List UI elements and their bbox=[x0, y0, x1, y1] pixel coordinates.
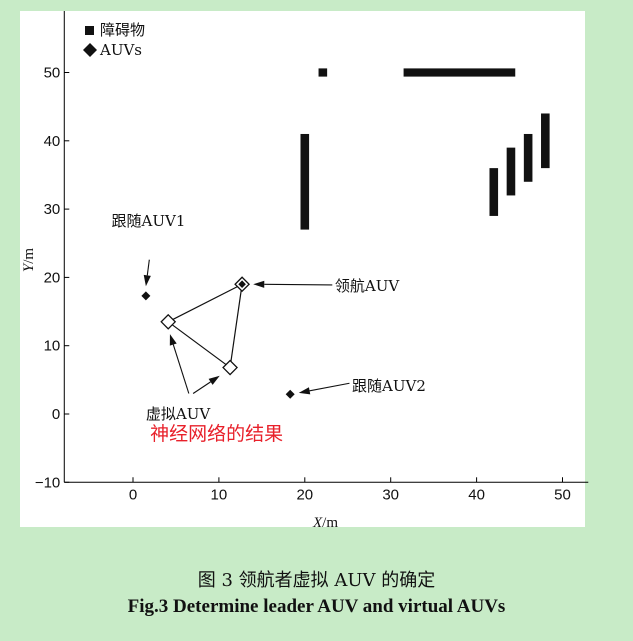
x-axis-var: X bbox=[312, 515, 323, 531]
x-tick-label: 20 bbox=[296, 486, 313, 503]
x-tick-label: 50 bbox=[554, 486, 571, 503]
y-tick-label: 40 bbox=[44, 133, 61, 150]
y-tick-label: 50 bbox=[44, 65, 61, 82]
y-axis-title: Y/m bbox=[21, 248, 37, 273]
y-tick-label: 10 bbox=[44, 338, 61, 355]
annotation-arrow-line bbox=[309, 382, 350, 392]
annotation-arrow-line bbox=[146, 259, 150, 276]
follower-auv-marker bbox=[285, 389, 295, 399]
annotation-arrow-line bbox=[192, 381, 211, 394]
legend-label-auvs: AUVs bbox=[99, 41, 142, 59]
plot-area: 0 10 20 30 40 50 −10 0 10 20 30 40 50 跟随AUV1 领航AUV 跟随AU… bbox=[35, 11, 589, 503]
leader-auv-marker-core bbox=[238, 280, 246, 289]
obstacle-block bbox=[318, 68, 328, 77]
x-tick-label: 10 bbox=[211, 486, 228, 503]
figure-caption-english: Fig.3 Determine leader AUV and virtual A… bbox=[127, 596, 506, 617]
legend: 障碍物 AUVs bbox=[83, 21, 145, 59]
obstacle-block bbox=[541, 113, 550, 169]
y-tick-label: 0 bbox=[52, 406, 60, 423]
chart-panel bbox=[20, 11, 585, 527]
legend-diamond-marker bbox=[83, 43, 97, 57]
obstacle-block bbox=[403, 68, 516, 77]
annotation-label: 领航AUV bbox=[335, 277, 400, 295]
legend-square-marker bbox=[85, 26, 94, 35]
annotation-arrowhead bbox=[169, 334, 177, 346]
annotation-arrowhead bbox=[143, 274, 151, 287]
virtual-auv-marker bbox=[222, 359, 238, 376]
figure-caption-chinese: 图 3 领航者虚拟 AUV 的确定 bbox=[197, 570, 436, 591]
virtual-auv-marker bbox=[160, 313, 177, 330]
obstacle-block bbox=[506, 147, 516, 196]
x-axis-unit: /m bbox=[322, 515, 338, 531]
formation-edge bbox=[167, 321, 231, 369]
annotation-label: 跟随AUV2 bbox=[352, 377, 426, 395]
neural-network-result-note: 神经网络的结果 bbox=[150, 423, 283, 445]
y-axis-var: Y bbox=[21, 262, 37, 272]
annotation-arrow-line bbox=[172, 344, 190, 394]
y-axis-unit: /m bbox=[21, 248, 37, 264]
obstacle-block bbox=[300, 133, 310, 230]
y-tick-label: −10 bbox=[35, 474, 60, 491]
x-tick-label: 40 bbox=[468, 486, 485, 503]
obstacle-block bbox=[523, 133, 533, 182]
formation-edge bbox=[229, 284, 243, 368]
x-axis-title: X/m bbox=[312, 515, 338, 531]
x-tick-label: 30 bbox=[382, 486, 399, 503]
annotation-arrowhead bbox=[208, 375, 220, 385]
annotation-arrow-line bbox=[264, 283, 333, 286]
y-tick-label: 20 bbox=[44, 269, 61, 286]
y-tick-label: 30 bbox=[44, 201, 61, 218]
legend-label-obstacles: 障碍物 bbox=[100, 21, 145, 39]
annotation-label: 跟随AUV1 bbox=[112, 212, 186, 230]
obstacle-block bbox=[489, 168, 499, 216]
annotation-label: 虚拟AUV bbox=[146, 405, 211, 423]
annotation-arrowhead bbox=[298, 387, 311, 395]
x-tick-label: 0 bbox=[129, 486, 137, 503]
annotation-arrowhead bbox=[253, 280, 265, 288]
formation-edge bbox=[167, 283, 243, 323]
follower-auv-marker bbox=[141, 291, 151, 301]
